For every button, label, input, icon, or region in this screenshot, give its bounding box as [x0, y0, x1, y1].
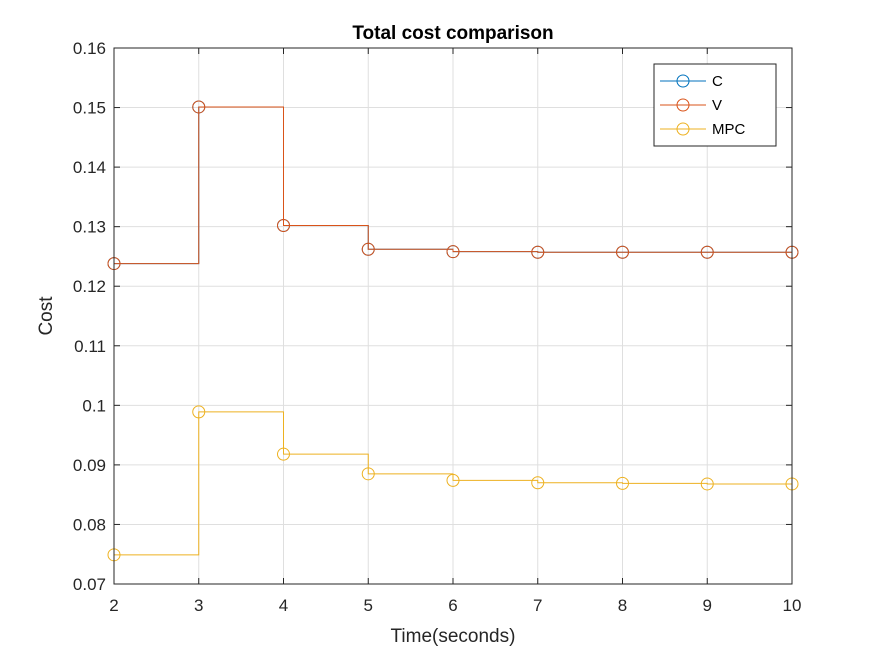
data-point — [361, 467, 375, 481]
y-tick-label: 0.15 — [73, 99, 106, 118]
legend-marker — [676, 98, 690, 112]
data-point — [616, 245, 629, 259]
y-tick-label: 0.09 — [73, 456, 106, 475]
data-point — [361, 242, 375, 256]
x-tick-label: 5 — [364, 596, 373, 615]
y-tick-label: 0.07 — [73, 575, 106, 594]
data-point — [700, 477, 714, 491]
legend-entry-v: V — [660, 97, 722, 114]
tick-layer: 2 3 4 5 6 7 8 9 10 0.07 0.08 0.09 0.1 0.11 0.12 0.13 0.1… — [73, 39, 802, 615]
legend-label: C — [712, 73, 723, 90]
legend-label: MPC — [712, 121, 746, 138]
legend-marker — [676, 74, 690, 88]
data-point — [192, 405, 206, 419]
data-point — [616, 476, 629, 490]
x-tick-label: 7 — [533, 596, 542, 615]
series-mpc — [107, 405, 799, 562]
data-point — [446, 473, 460, 487]
y-tick-label: 0.16 — [73, 39, 106, 58]
x-tick-label: 8 — [618, 596, 627, 615]
data-point — [700, 245, 714, 259]
x-axis-label: Time(seconds) — [391, 626, 516, 647]
legend-label: V — [712, 97, 722, 114]
y-tick-label: 0.13 — [73, 218, 106, 237]
data-point — [277, 447, 290, 461]
series-line — [114, 411, 792, 556]
data-point — [531, 476, 545, 490]
x-tick-label: 9 — [703, 596, 712, 615]
data-point — [277, 218, 290, 232]
data-point — [192, 100, 206, 114]
legend-entry-c: C — [660, 73, 723, 90]
data-point — [446, 245, 460, 259]
chart-title: Total cost comparison — [352, 23, 553, 44]
x-tick-label: 3 — [194, 596, 203, 615]
y-tick-label: 0.12 — [73, 277, 106, 296]
y-tick-label: 0.14 — [73, 158, 106, 177]
legend-marker — [676, 122, 690, 136]
y-tick-label: 0.1 — [82, 396, 106, 415]
y-axis-label: Cost — [36, 296, 57, 336]
x-tick-label: 10 — [783, 596, 802, 615]
legend-entry-mpc: MPC — [660, 121, 746, 138]
data-point — [531, 245, 545, 259]
y-tick-label: 0.11 — [74, 337, 106, 356]
series-line — [114, 106, 792, 265]
x-tick-label: 6 — [448, 596, 457, 615]
x-tick-label: 4 — [279, 596, 288, 615]
y-tick-label: 0.08 — [73, 515, 106, 534]
x-tick-label: 2 — [109, 596, 118, 615]
legend: CV MPC — [653, 63, 777, 147]
